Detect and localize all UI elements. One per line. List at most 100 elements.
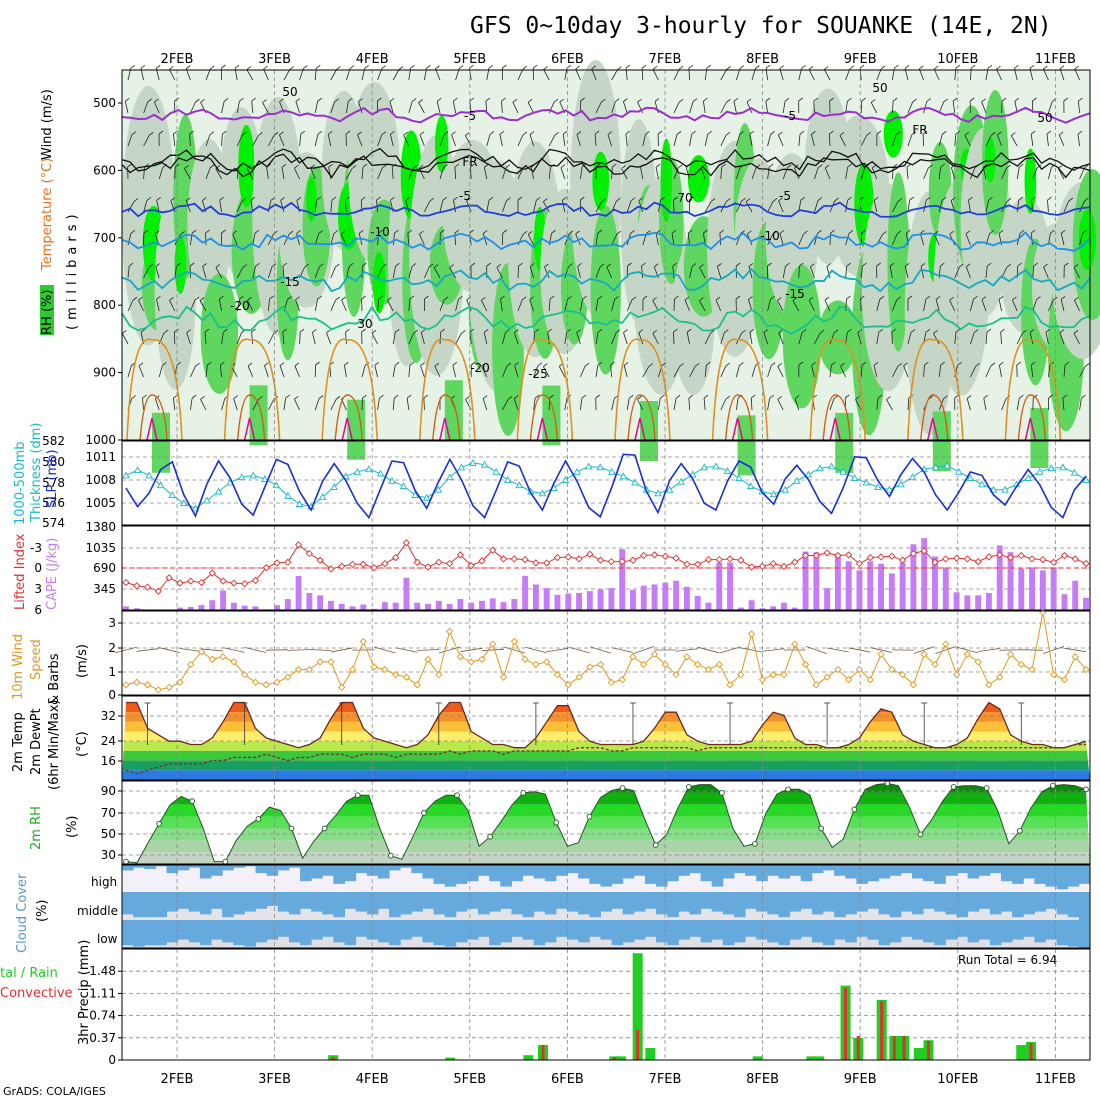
wind-barb-flag: [296, 230, 301, 234]
wind-barb: [330, 200, 333, 213]
wind-barb: [465, 399, 472, 411]
wind-barb-flag: [811, 362, 816, 366]
wind-barb-flag: [799, 130, 805, 135]
cloud-label-1: Cloud Cover: [15, 873, 30, 953]
wind-barb: [798, 233, 804, 246]
wind-barb: [891, 331, 893, 345]
wind-barb-flag: [940, 361, 945, 366]
cape-tick-label: 1380: [85, 520, 116, 534]
wind10-barb: [158, 647, 180, 653]
rh-2m-point: [884, 780, 891, 787]
cloud-cover-bar: [300, 892, 312, 909]
lifted-index-point: [974, 557, 982, 566]
rh-2m-point: [818, 825, 825, 832]
wind-barb-flag: [717, 263, 722, 267]
wind-barb-flag: [210, 65, 215, 70]
wind-barb-flag: [138, 296, 143, 301]
cape-bar: [619, 549, 626, 610]
pressure-tick-label: 800: [93, 298, 116, 312]
wind-barb-flag: [453, 196, 458, 201]
wind-barb-flag: [406, 394, 412, 399]
wind-barb-flag: [482, 230, 488, 234]
cloud-cover-bar: [377, 920, 390, 943]
wind-barb-flag: [840, 362, 845, 367]
lifted-index-point: [413, 558, 421, 566]
wind-barb: [638, 332, 644, 345]
wind-barb-flag: [798, 97, 803, 102]
cloud-cover-bar: [233, 920, 245, 946]
wind-barb-flag: [935, 296, 941, 300]
wind-barb-flag: [595, 163, 601, 168]
wind-barb-flag: [1018, 196, 1024, 201]
rh-2m-point: [189, 798, 196, 805]
wind10-speed-point: [909, 681, 918, 689]
cloud-cover-bar: [656, 920, 668, 943]
wind-barb: [543, 69, 550, 81]
cape-bar: [824, 588, 831, 610]
wind-barb-flag: [687, 229, 693, 234]
rh-region-bright: [238, 124, 255, 208]
precip-total-bar: [752, 1056, 763, 1060]
wind-barb: [813, 100, 815, 114]
wind-barb-flag: [833, 395, 839, 400]
wind-barb: [392, 266, 396, 279]
wind-barb: [637, 399, 644, 411]
date-label-top: 3FEB: [258, 52, 291, 67]
wind-barb: [466, 299, 472, 312]
wind-barb-flag: [554, 132, 559, 136]
lifted-index-point: [208, 569, 216, 577]
wind10-speed-point: [424, 655, 432, 664]
date-label-bottom: 9FEB: [844, 1072, 877, 1087]
lifted-index-line: [125, 541, 1087, 592]
wind-barb-flag: [344, 361, 349, 366]
lifted-index-point: [1071, 555, 1079, 563]
wind-barb-flag: [703, 229, 708, 234]
wind-barb-flag: [155, 263, 160, 267]
cape-bar: [425, 603, 431, 610]
wind10-barb: [525, 646, 547, 654]
wind-barb-flag: [739, 131, 744, 135]
lifted-index-point: [855, 559, 864, 568]
wind10-barb: [1043, 645, 1065, 655]
wind-barb-flag: [597, 229, 603, 234]
wind-barb: [640, 167, 644, 180]
wind-barb-flag: [765, 97, 771, 102]
wind-barb-flag: [891, 328, 897, 333]
wind-barb-flag: [381, 131, 387, 136]
wind-barb: [314, 101, 319, 114]
wind-barb-flag: [1031, 196, 1036, 201]
lifted-index-tick-label: -3: [30, 541, 42, 555]
wind-barb: [154, 398, 160, 411]
thickness-point: [515, 481, 524, 489]
wind-barb-flag: [746, 98, 752, 103]
wind-barb-flag: [940, 262, 945, 267]
cape-bar: [1029, 567, 1036, 610]
wind-barb: [720, 398, 727, 411]
cloud-cover-bar: [934, 920, 946, 946]
thickness-point: [654, 489, 662, 497]
wind-barb-flag: [876, 262, 881, 267]
lifted-index-point: [445, 559, 454, 568]
thickness-point: [434, 485, 443, 493]
cape-bar: [1039, 570, 1046, 610]
wind-barb-flag: [692, 262, 697, 267]
wind-barb: [611, 234, 618, 246]
wind-barb: [776, 300, 784, 312]
wind-barb-flag: [911, 131, 917, 135]
t2m-axis-labels: 2m Temp 2m DewPt (6hr Min/Max) (°C): [11, 700, 90, 790]
wind-barb: [158, 365, 163, 378]
wind-barb: [736, 398, 739, 411]
wind-barb: [452, 101, 456, 114]
wind-barb: [219, 200, 222, 213]
cloud-cover-bar: [544, 920, 557, 943]
wind-barb: [1016, 333, 1023, 345]
wind10-speed-point: [931, 660, 939, 669]
wind-barb: [496, 267, 503, 279]
lifted-index-point: [931, 558, 939, 566]
wind-barb-flag: [707, 130, 712, 135]
wind-barb: [340, 234, 347, 246]
wind10-speed-point: [510, 637, 518, 646]
wind10-speed-point: [704, 665, 713, 674]
cloud-cover-bar: [989, 865, 1002, 874]
wind-barb-flag: [496, 264, 502, 268]
